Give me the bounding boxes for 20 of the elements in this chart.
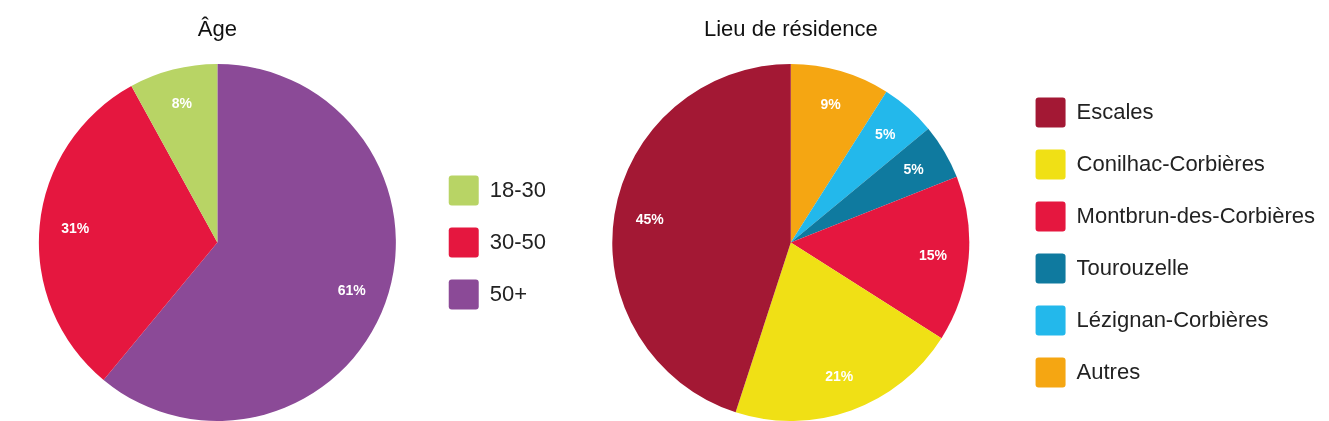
data-label: 9% [820,96,842,113]
legend-label: Lézignan-Corbières [1076,306,1269,332]
data-label: 5% [875,126,896,143]
legend-label: Escales [1076,98,1154,124]
legend-label: Conilhac-Corbières [1076,150,1265,176]
legend-label: 30-50 [489,228,547,254]
data-label: 8% [171,95,193,112]
data-label: 15% [918,246,948,263]
legend-label: 18-30 [489,176,547,202]
data-label: 5% [903,160,925,177]
chart-title: Âge [197,16,237,42]
data-label: 61% [337,281,367,298]
data-label: 45% [635,211,665,228]
legend-label: 50+ [489,280,528,306]
chart-title: Lieu de résidence [703,16,878,42]
legend-label: Tourouzelle [1076,254,1190,280]
data-label: 21% [825,367,854,384]
data-label: 31% [61,219,90,236]
legend-label: Autres [1076,358,1141,384]
legend-label: Montbrun-des-Corbières [1076,202,1315,228]
